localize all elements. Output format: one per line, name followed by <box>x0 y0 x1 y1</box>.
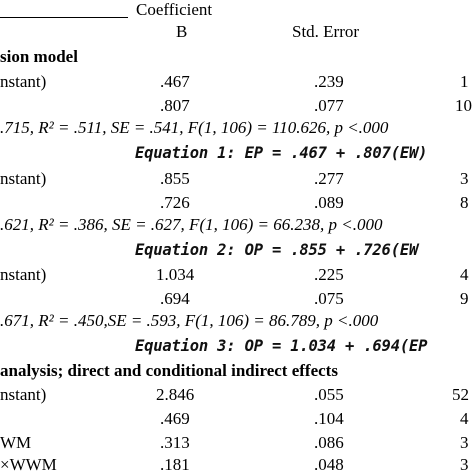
header-std-error: Std. Error <box>292 22 360 41</box>
row-8-b: .469 <box>160 409 190 428</box>
model-1-stats: .715, R² = .511, SE = .541, F(1, 106) = … <box>0 118 389 137</box>
section-regression-model: sion model <box>0 47 78 66</box>
row-6-se: .075 <box>314 289 344 308</box>
row-6-b: .694 <box>160 289 190 308</box>
row-7-se: .055 <box>314 385 344 404</box>
row-3-label: nstant) <box>0 169 47 188</box>
row-9-se: .086 <box>314 433 344 452</box>
row-10-t: 3 <box>460 455 469 474</box>
section-direct-indirect-effects: analysis; direct and conditional indirec… <box>0 361 338 380</box>
row-1-se: .239 <box>314 72 344 91</box>
row-2-t: 10 <box>455 96 472 115</box>
row-1-label: nstant) <box>0 72 47 91</box>
equation-3: Equation 3: OP = 1.034 + .694(EP <box>135 337 428 355</box>
row-10-b: .181 <box>160 455 190 474</box>
row-3-t: 3 <box>460 169 469 188</box>
row-2-b: .807 <box>160 96 190 115</box>
header-b: B <box>176 22 188 41</box>
row-5-label: nstant) <box>0 265 47 284</box>
row-9-t: 3 <box>460 433 469 452</box>
equation-2: Equation 2: OP = .855 + .726(EW <box>135 241 419 259</box>
row-6-t: 9 <box>460 289 469 308</box>
model-3-stats: .671, R² = .450,SE = .593, F(1, 106) = 8… <box>0 311 379 330</box>
header-coefficient: Coefficient <box>136 0 213 19</box>
row-7-b: 2.846 <box>156 385 195 404</box>
row-5-b: 1.034 <box>156 265 195 284</box>
row-5-t: 4 <box>460 265 469 284</box>
row-7-label: nstant) <box>0 385 47 404</box>
row-1-b: .467 <box>160 72 190 91</box>
row-10-label: ×WWM <box>0 455 57 474</box>
row-3-b: .855 <box>160 169 190 188</box>
row-4-t: 8 <box>460 193 469 212</box>
row-9-b: .313 <box>160 433 190 452</box>
row-3-se: .277 <box>314 169 344 188</box>
row-4-b: .726 <box>160 193 190 212</box>
row-2-se: .077 <box>314 96 344 115</box>
row-10-se: .048 <box>314 455 344 474</box>
row-7-t: 52 <box>452 385 469 404</box>
row-9-label: WM <box>0 433 32 452</box>
row-8-se: .104 <box>314 409 344 428</box>
model-2-stats: .621, R² = .386, SE = .627, F(1, 106) = … <box>0 215 383 234</box>
header-rule <box>0 17 128 18</box>
row-5-se: .225 <box>314 265 344 284</box>
row-1-t: 1 <box>460 72 469 91</box>
row-4-se: .089 <box>314 193 344 212</box>
equation-1: Equation 1: EP = .467 + .807(EW) <box>135 144 428 162</box>
row-8-t: 4 <box>460 409 469 428</box>
